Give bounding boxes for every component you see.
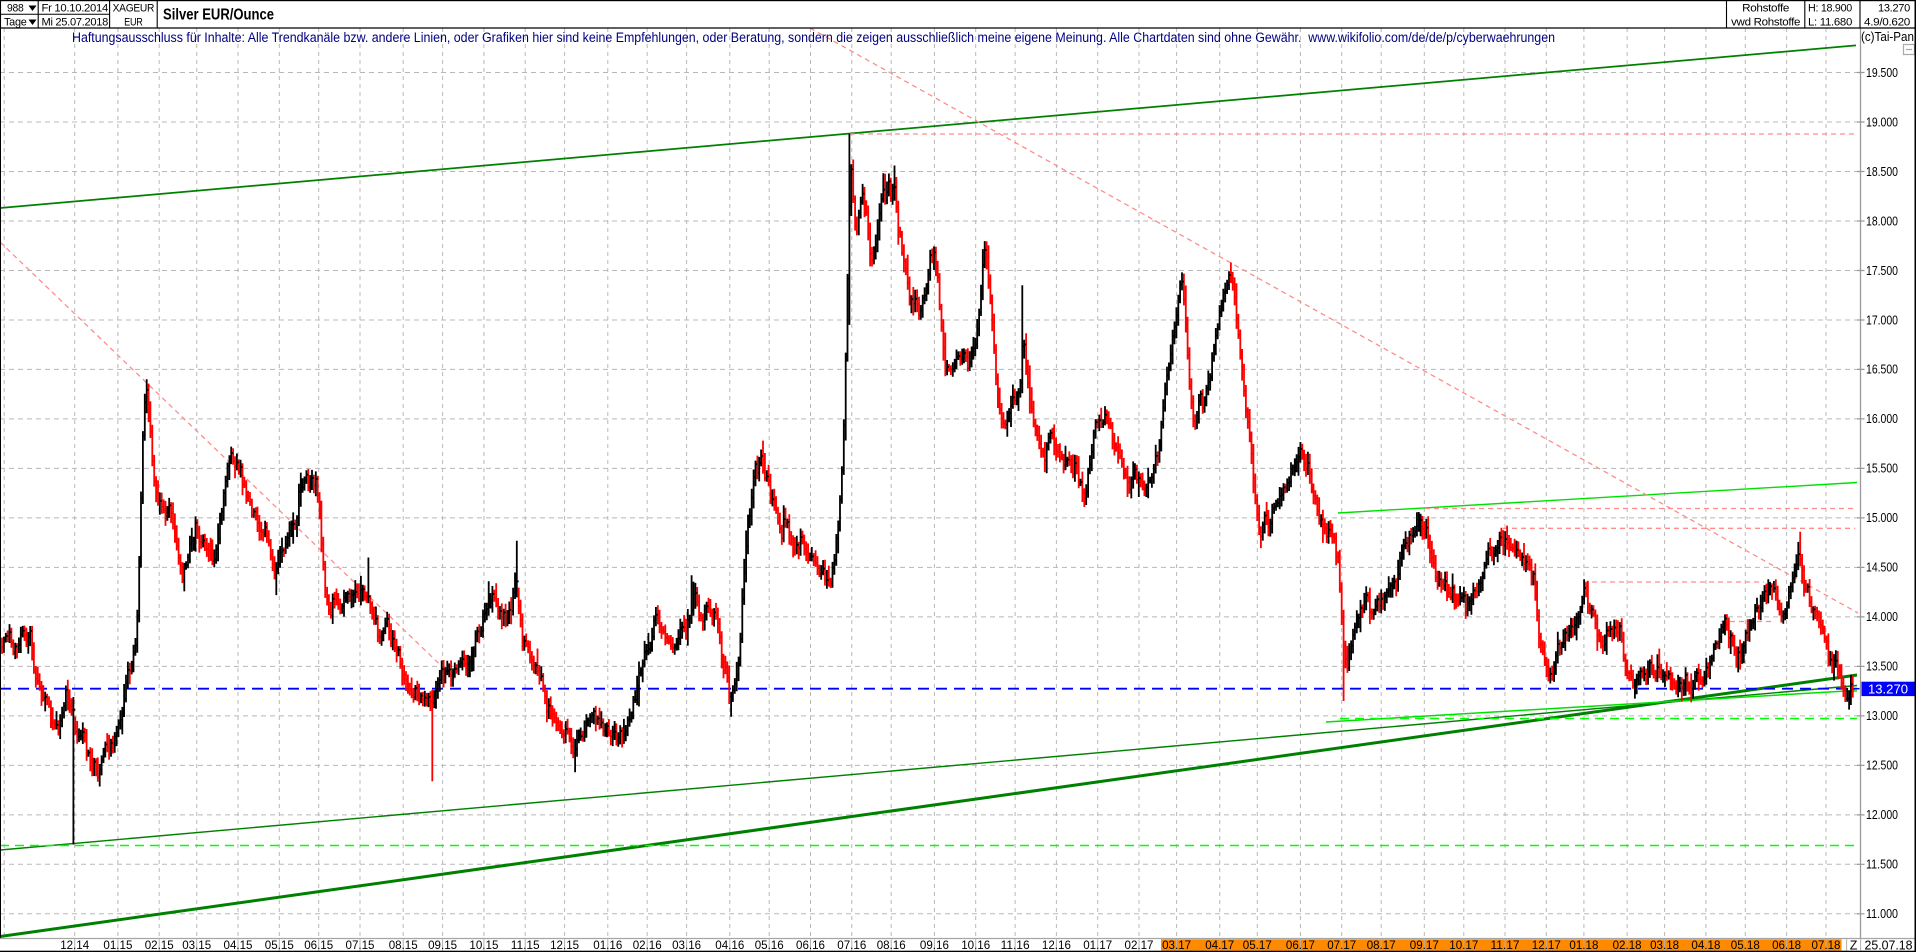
- svg-text:15.000: 15.000: [1866, 510, 1898, 525]
- svg-text:12.14: 12.14: [60, 938, 89, 952]
- svg-text:09.17: 09.17: [1410, 938, 1439, 952]
- svg-text:11.000: 11.000: [1866, 906, 1898, 921]
- svg-text:05.17: 05.17: [1243, 938, 1272, 952]
- svg-text:16.500: 16.500: [1866, 362, 1898, 377]
- svg-text:03.18: 03.18: [1650, 938, 1679, 952]
- svg-text:12.000: 12.000: [1866, 807, 1898, 822]
- svg-text:Silver EUR/Ounce: Silver EUR/Ounce: [163, 7, 274, 24]
- svg-text:05.18: 05.18: [1731, 938, 1760, 952]
- svg-text:04.17: 04.17: [1205, 938, 1234, 952]
- svg-text:vwd Rohstoffe: vwd Rohstoffe: [1731, 16, 1800, 28]
- svg-text:11.15: 11.15: [511, 938, 540, 952]
- svg-text:XAGEUR: XAGEUR: [113, 2, 155, 14]
- svg-text:25.07.18: 25.07.18: [1865, 937, 1913, 952]
- svg-text:10.17: 10.17: [1449, 938, 1478, 952]
- svg-text:Fr 10.10.2014: Fr 10.10.2014: [42, 2, 109, 14]
- svg-text:13.500: 13.500: [1866, 659, 1898, 674]
- svg-text:07.17: 07.17: [1327, 938, 1356, 952]
- svg-text:05.16: 05.16: [755, 938, 784, 952]
- svg-text:11.17: 11.17: [1491, 938, 1520, 952]
- svg-text:Haftungsausschluss für Inhalte: Haftungsausschluss für Inhalte: Alle Tre…: [72, 30, 1555, 45]
- svg-text:Z: Z: [1850, 938, 1858, 952]
- svg-text:01.16: 01.16: [593, 938, 622, 952]
- svg-text:16.000: 16.000: [1866, 411, 1898, 426]
- svg-text:06.17: 06.17: [1286, 938, 1315, 952]
- svg-text:17.500: 17.500: [1866, 263, 1898, 278]
- svg-text:02.15: 02.15: [145, 938, 174, 952]
- svg-text:Rohstoffe: Rohstoffe: [1742, 2, 1789, 14]
- svg-text:01.15: 01.15: [103, 938, 132, 952]
- svg-text:L: 11.680: L: 11.680: [1808, 16, 1852, 28]
- svg-text:05.15: 05.15: [265, 938, 294, 952]
- svg-text:02.17: 02.17: [1125, 938, 1154, 952]
- svg-text:03.17: 03.17: [1162, 938, 1191, 952]
- svg-text:13.270: 13.270: [1868, 682, 1908, 697]
- svg-text:13.000: 13.000: [1866, 708, 1898, 723]
- svg-text:10.16: 10.16: [961, 938, 990, 952]
- svg-text:11.16: 11.16: [1001, 938, 1030, 952]
- svg-text:08.16: 08.16: [877, 938, 906, 952]
- svg-text:H: 18.900: H: 18.900: [1808, 2, 1852, 14]
- svg-text:04.18: 04.18: [1691, 938, 1720, 952]
- svg-text:01.18: 01.18: [1569, 938, 1598, 952]
- svg-text:01.17: 01.17: [1083, 938, 1112, 952]
- svg-text:10.15: 10.15: [469, 938, 498, 952]
- svg-text:19.000: 19.000: [1866, 114, 1898, 129]
- svg-text:03.16: 03.16: [672, 938, 701, 952]
- svg-text:04.16: 04.16: [715, 938, 744, 952]
- svg-text:12.16: 12.16: [1042, 938, 1071, 952]
- svg-text:09.15: 09.15: [428, 938, 457, 952]
- svg-text:15.500: 15.500: [1866, 461, 1898, 476]
- svg-text:08.15: 08.15: [389, 938, 418, 952]
- svg-text:06.16: 06.16: [796, 938, 825, 952]
- svg-text:18.500: 18.500: [1866, 164, 1898, 179]
- svg-text:07.15: 07.15: [346, 938, 375, 952]
- svg-text:19.500: 19.500: [1866, 65, 1898, 80]
- svg-text:12.15: 12.15: [550, 938, 579, 952]
- svg-text:12.17: 12.17: [1532, 938, 1561, 952]
- svg-text:02.16: 02.16: [633, 938, 662, 952]
- svg-text:18.000: 18.000: [1866, 213, 1898, 228]
- svg-text:14.500: 14.500: [1866, 560, 1898, 575]
- svg-text:07.18: 07.18: [1812, 938, 1841, 952]
- svg-text:4.9/0.620: 4.9/0.620: [1864, 16, 1910, 28]
- svg-text:(c)Tai-Pan: (c)Tai-Pan: [1861, 30, 1914, 44]
- svg-text:07.16: 07.16: [837, 938, 866, 952]
- svg-text:03.15: 03.15: [182, 938, 211, 952]
- svg-text:06.15: 06.15: [304, 938, 333, 952]
- svg-text:EUR: EUR: [124, 16, 143, 28]
- svg-text:14.000: 14.000: [1866, 609, 1898, 624]
- svg-text:04.15: 04.15: [224, 938, 253, 952]
- svg-text:06.18: 06.18: [1772, 938, 1801, 952]
- svg-text:13.270: 13.270: [1878, 2, 1910, 14]
- svg-text:09.16: 09.16: [920, 938, 949, 952]
- svg-text:11.500: 11.500: [1866, 857, 1898, 872]
- svg-text:12.500: 12.500: [1866, 758, 1898, 773]
- svg-text:02.18: 02.18: [1613, 938, 1642, 952]
- svg-text:Mi 25.07.2018: Mi 25.07.2018: [42, 16, 109, 28]
- svg-text:Tage: Tage: [4, 16, 27, 28]
- svg-text:08.17: 08.17: [1367, 938, 1396, 952]
- svg-text:17.000: 17.000: [1866, 312, 1898, 327]
- svg-text:988: 988: [7, 2, 24, 14]
